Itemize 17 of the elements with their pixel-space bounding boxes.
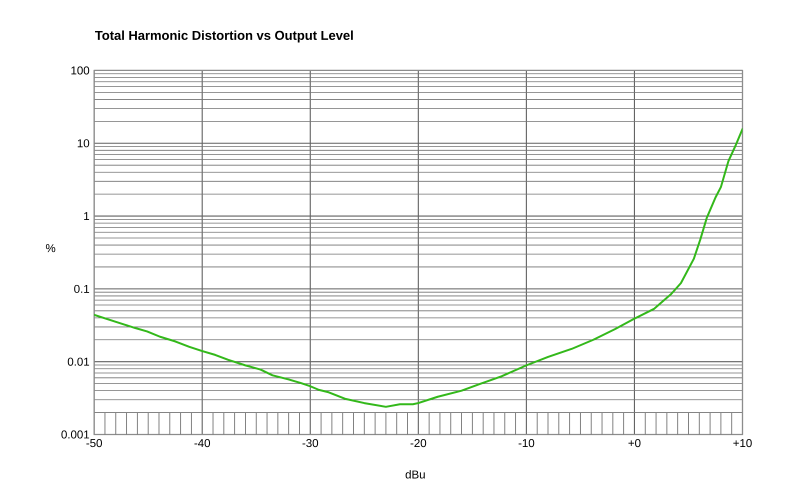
- y-axis-title: %: [46, 244, 56, 252]
- x-axis-title: dBu: [406, 470, 425, 478]
- x-tick-label: -50: [86, 438, 102, 447]
- y-tick-label: 100: [71, 66, 90, 74]
- line-series: [94, 128, 742, 408]
- x-tick-label: -40: [194, 438, 210, 447]
- y-tick-label: 0.01: [68, 358, 90, 366]
- x-tick-label: -10: [518, 438, 534, 447]
- chart-title: Total Harmonic Distortion vs Output Level: [94, 30, 353, 42]
- y-tick-label: 10: [78, 139, 90, 148]
- y-tick-label: 1: [84, 212, 90, 220]
- x-tick-label: +0: [628, 438, 641, 447]
- x-tick-label: +10: [733, 438, 752, 447]
- x-tick-label: -30: [302, 438, 318, 447]
- y-tick-label: 0.001: [61, 430, 90, 438]
- y-tick-label: 0.1: [74, 284, 90, 293]
- x-tick-label: -20: [410, 438, 426, 447]
